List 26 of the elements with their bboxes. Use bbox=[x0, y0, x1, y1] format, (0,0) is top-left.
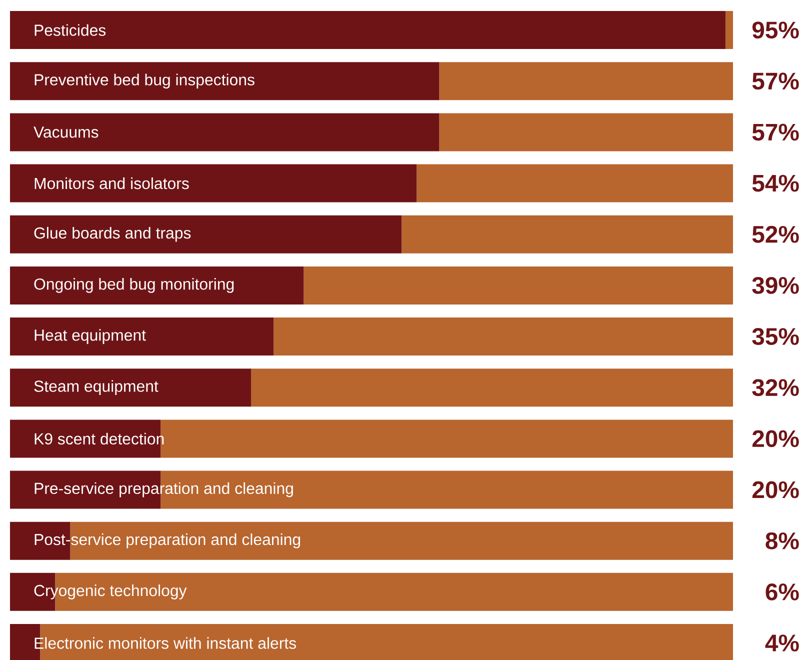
y-tick-label: Ongoing bed bug monitoring bbox=[34, 278, 234, 293]
data-label: 95% bbox=[752, 22, 799, 39]
data-label: 32% bbox=[752, 379, 799, 396]
y-tick-label: Steam equipment bbox=[34, 380, 158, 396]
y-tick-label: Pre-service preparation and cleaning bbox=[34, 482, 293, 498]
y-tick-label: Monitors and isolators bbox=[34, 177, 189, 190]
y-tick-label: Post-service preparation and cleaning bbox=[34, 533, 300, 548]
data-label: 57% bbox=[752, 72, 799, 90]
data-label: 57% bbox=[752, 124, 799, 141]
y-tick-label: Preventive bed bug inspections bbox=[34, 74, 254, 89]
data-label: 20% bbox=[752, 430, 799, 448]
data-label: 8% bbox=[766, 532, 799, 550]
data-label: 54% bbox=[752, 174, 799, 192]
y-tick-label: Pesticides bbox=[34, 24, 106, 36]
y-tick-label: Cryogenic technology bbox=[34, 584, 187, 600]
data-label: 52% bbox=[752, 226, 799, 243]
data-label: 6% bbox=[766, 583, 799, 600]
data-label: 4% bbox=[765, 634, 799, 652]
y-tick-label: Glue boards and traps bbox=[34, 226, 191, 242]
y-tick-label: K9 scent detection bbox=[34, 432, 164, 445]
y-tick-label: Electronic monitors with instant alerts bbox=[34, 637, 296, 649]
y-tick-label: Vacuums bbox=[34, 126, 98, 138]
y-tick-label: Heat equipment bbox=[34, 329, 146, 344]
data-label: 35% bbox=[752, 328, 799, 346]
data-label: 20% bbox=[752, 481, 799, 498]
data-label: 39% bbox=[752, 276, 799, 294]
